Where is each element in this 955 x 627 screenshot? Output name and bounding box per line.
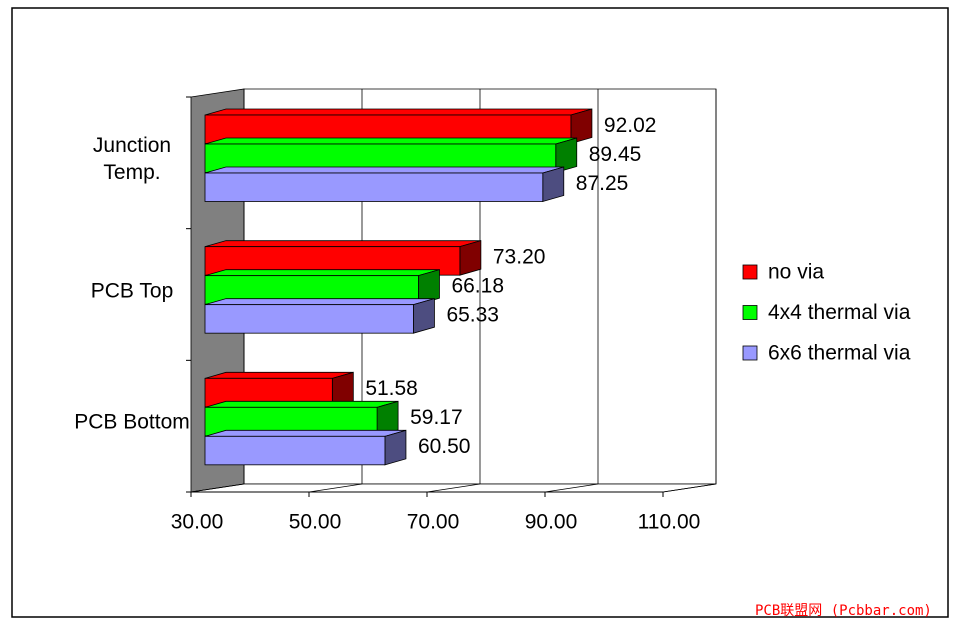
- floor-grid-line: [426, 483, 481, 493]
- x-tick-label: 110.00: [638, 511, 701, 534]
- bar-top: [204, 166, 564, 174]
- data-label: 51.58: [365, 377, 418, 400]
- legend-swatch: [742, 305, 758, 320]
- bar-top: [204, 429, 407, 437]
- floor-grid-line: [662, 483, 717, 493]
- x-tick-label: 50.00: [289, 511, 342, 534]
- bar-side: [384, 429, 407, 466]
- y-tick-label: PCB Top: [90, 279, 174, 302]
- bar: [204, 304, 414, 334]
- bar-side: [542, 166, 565, 203]
- legend-label: no via: [768, 261, 824, 284]
- x-tick-label: 90.00: [525, 511, 578, 534]
- bar: [204, 172, 544, 202]
- data-label: 73.20: [493, 245, 546, 268]
- bar-side: [459, 240, 482, 276]
- data-label: 60.50: [418, 435, 471, 458]
- data-label: 92.02: [604, 114, 657, 137]
- bar-side: [413, 298, 435, 334]
- bar: [204, 435, 386, 466]
- data-label: 65.33: [446, 303, 499, 326]
- bar-top: [204, 298, 435, 306]
- legend-label: 4x4 thermal via: [768, 301, 911, 324]
- floor-grid-line: [544, 483, 599, 493]
- legend-swatch: [742, 345, 758, 361]
- data-label: 89.45: [589, 143, 642, 166]
- legend-label: 6x6 thermal via: [768, 342, 911, 365]
- y-tick-label: Junction Temp.: [92, 133, 172, 184]
- y-tick-label: PCB Bottom: [74, 410, 190, 434]
- bar-top: [204, 240, 481, 248]
- data-label: 87.25: [576, 172, 629, 195]
- data-label: 66.18: [451, 274, 504, 297]
- x-tick-label: 70.00: [407, 511, 460, 534]
- bar-top: [204, 269, 440, 277]
- x-tick-label: 30.00: [171, 511, 224, 534]
- legend-swatch: [742, 264, 758, 280]
- floor-grid-line: [308, 483, 363, 493]
- bar-top: [204, 108, 593, 116]
- watermark: PCB联盟网 (Pcbbar.com): [755, 603, 932, 619]
- bar-top: [204, 371, 354, 379]
- data-label: 59.17: [410, 406, 463, 429]
- floor-grid-line: [190, 483, 245, 493]
- bar-top: [204, 400, 399, 408]
- bar-top: [204, 137, 577, 145]
